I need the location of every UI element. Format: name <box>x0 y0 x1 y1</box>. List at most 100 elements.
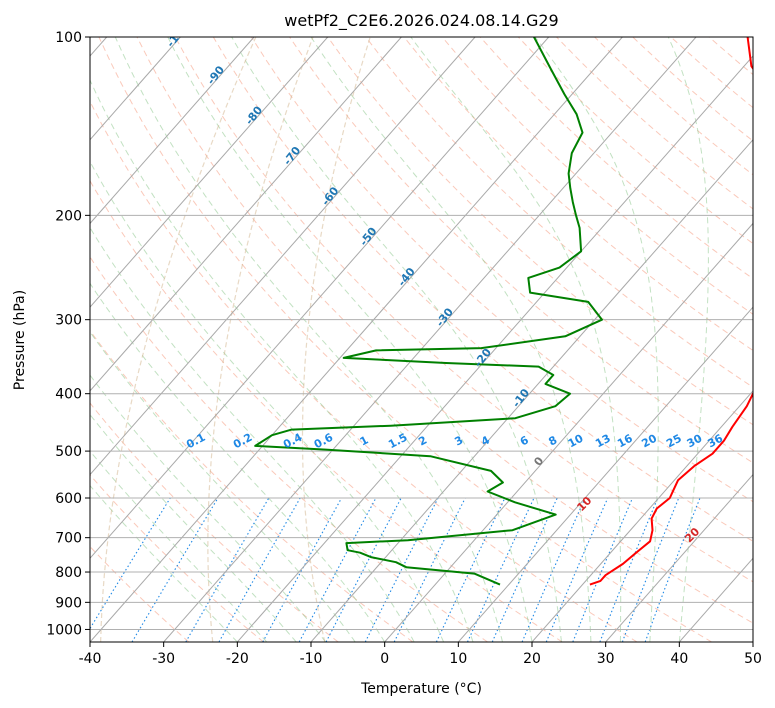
y-tick-label: 400 <box>55 387 82 403</box>
isotherm-label: -10 <box>510 386 533 410</box>
mixing-ratio-line <box>491 497 558 642</box>
mixing-ratio-line <box>644 497 701 642</box>
moist-adiabat <box>667 37 709 642</box>
moist-adiabat <box>90 331 356 642</box>
isotherm-label: -40 <box>395 265 418 289</box>
y-tick-label: 600 <box>55 491 82 507</box>
x-tick-label: -20 <box>226 651 249 667</box>
mixing-ratio-label: 20 <box>639 432 659 451</box>
dry-adiabat <box>90 474 264 642</box>
isotherm <box>752 641 753 642</box>
moist-adiabat <box>114 37 503 642</box>
isotherm-label: -60 <box>319 184 342 208</box>
isotherm <box>90 37 329 308</box>
mixing-ratio-label: 30 <box>685 432 705 451</box>
mixing-ratio-line <box>521 497 586 642</box>
mixing-ratio-label: 25 <box>664 432 684 451</box>
mixing-ratio-line <box>572 497 634 642</box>
moist-adiabat <box>90 160 445 642</box>
x-tick-label: 20 <box>523 651 541 667</box>
x-tick-label: 10 <box>449 651 467 667</box>
isotherm-label: -90 <box>205 63 228 87</box>
dry-adiabat <box>556 37 753 210</box>
mixing-ratio-label: 16 <box>615 432 635 451</box>
moist-adiabat <box>90 450 268 642</box>
mixing-ratio-line <box>298 497 377 642</box>
dry-adiabat-label: 20 <box>682 525 702 545</box>
mixing-ratio-line <box>393 497 466 642</box>
dry-adiabat-label: 10 <box>574 494 594 514</box>
isotherm <box>90 37 550 560</box>
isotherm <box>531 390 753 642</box>
isotherm <box>90 37 181 141</box>
mixing-ratio-line <box>545 497 609 642</box>
dewpoint-profile-line <box>254 37 603 586</box>
reference-curve <box>100 37 257 642</box>
x-tick-label: 50 <box>744 651 762 667</box>
dry-adiabat <box>90 256 488 642</box>
mixing-ratio-label: 4 <box>479 433 492 448</box>
isotherm <box>384 222 753 642</box>
isotherm <box>236 55 753 642</box>
reference-curve <box>207 37 314 642</box>
isotherm <box>90 37 402 392</box>
isotherm-label: -100 <box>164 20 191 50</box>
dry-adiabat <box>90 402 339 642</box>
plot-frame <box>89 36 754 643</box>
dry-adiabat <box>250 37 753 503</box>
dry-adiabat <box>479 37 753 280</box>
moist-adiabat <box>90 413 297 642</box>
mixing-ratio-label: 1 <box>358 433 371 448</box>
mixing-ratio-label: 0.6 <box>312 431 336 452</box>
moist-adiabat <box>231 37 562 642</box>
chart-title: wetPf2_C2E6.2026.024.08.14.G29 <box>284 11 558 31</box>
dry-adiabat <box>90 100 638 642</box>
dry-adiabat <box>289 37 753 464</box>
y-axis-label: Pressure (hPa) <box>12 290 28 390</box>
isotherm <box>90 37 476 476</box>
isotherm <box>163 37 697 642</box>
mixing-ratio-line <box>364 497 439 642</box>
dry-adiabat <box>98 37 712 642</box>
mixing-ratio-label: 0.1 <box>184 431 207 452</box>
mixing-ratio-line <box>435 497 506 642</box>
moist-adiabat <box>534 37 659 642</box>
temperature-profile-line <box>589 37 753 586</box>
mixing-ratio-label: 1.5 <box>386 431 409 452</box>
moist-adiabat <box>90 484 238 642</box>
x-tick-label: 0 <box>380 651 389 667</box>
moist-adiabat <box>90 374 327 642</box>
x-axis-label: Temperature (°C) <box>360 681 482 697</box>
y-tick-label: 300 <box>55 313 82 329</box>
mixing-ratio-line <box>131 497 219 642</box>
mixing-ratio-line <box>599 497 659 642</box>
x-tick-label: 40 <box>670 651 688 667</box>
mixing-ratio-label: 10 <box>566 432 586 451</box>
isotherm-label: -80 <box>243 103 266 127</box>
y-tick-label: 1000 <box>46 622 82 638</box>
y-tick-label: 700 <box>55 531 82 547</box>
y-tick-label: 100 <box>55 30 82 46</box>
mixing-ratio-label: 6 <box>518 433 531 448</box>
mixing-ratio-line <box>218 497 301 642</box>
isotherm-label: -50 <box>357 225 380 249</box>
dry-adiabat <box>632 37 753 142</box>
y-tick-label: 800 <box>55 565 82 581</box>
moist-adiabat <box>90 282 386 642</box>
isotherm <box>457 306 753 642</box>
x-tick-label: -30 <box>152 651 175 667</box>
dry-adiabat <box>746 37 753 43</box>
mixing-ratio-line <box>262 497 342 642</box>
isotherm <box>605 473 753 642</box>
moist-adiabat <box>90 78 474 642</box>
isotherm <box>90 37 255 225</box>
dry-adiabat <box>594 37 753 176</box>
mixing-ratio-label: 13 <box>593 432 613 451</box>
mixing-ratio-label: 36 <box>705 432 725 451</box>
x-tick-label: -10 <box>300 651 323 667</box>
dry-adiabat <box>670 37 753 109</box>
dry-adiabat <box>90 545 190 642</box>
moist-adiabat <box>410 37 622 642</box>
x-tick-label: 30 <box>597 651 615 667</box>
